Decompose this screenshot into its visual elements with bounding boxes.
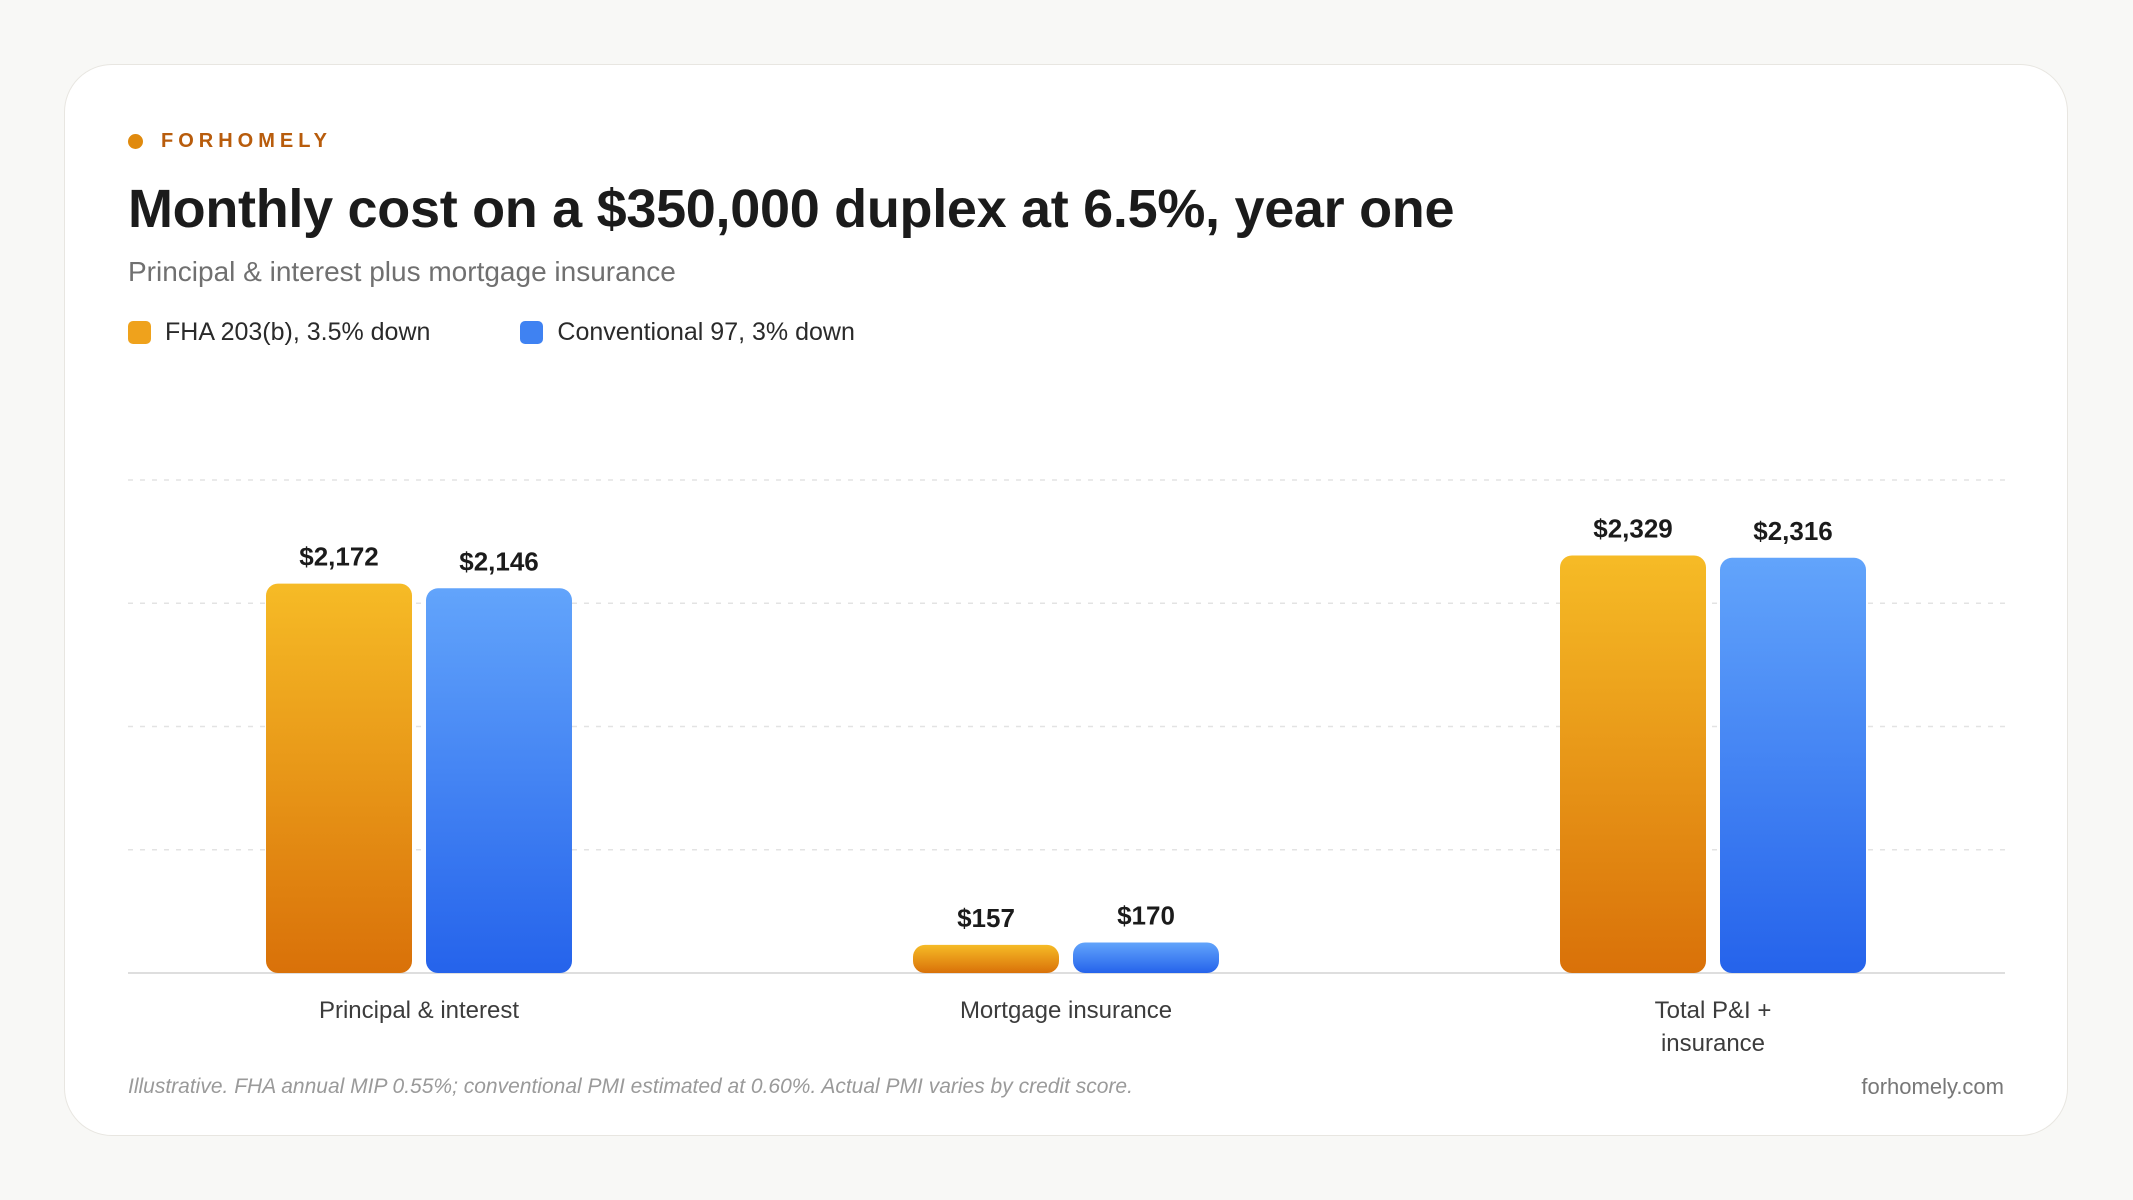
chart-title: Monthly cost on a $350,000 duplex at 6.5… [128,179,1455,239]
value-label-fha-3: $2,329 [1593,513,1673,543]
brand-dot-icon [128,133,143,149]
footnote: Illustrative. FHA annual MIP 0.55%; conv… [128,1075,1133,1098]
legend-item-fha: FHA 203(b), 3.5% down [128,318,430,347]
bar-fha-1 [266,583,412,973]
legend: FHA 203(b), 3.5% down Conventional 97, 3… [128,318,945,347]
legend-item-conventional: Conventional 97, 3% down [520,318,855,347]
category-label-3: Total P&I + insurance [1655,997,1772,1057]
value-label-fha-1: $2,172 [299,542,379,572]
value-label-fha-2: $157 [957,903,1015,933]
value-label-conventional-1: $2,146 [459,546,539,576]
value-label-conventional-3: $2,316 [1753,516,1833,546]
bar-conventional-1 [426,588,572,973]
bars [266,555,1866,973]
bar-conventional-3 [1720,557,1866,973]
bar-fha-3 [1560,555,1706,973]
chart-subtitle: Principal & interest plus mortgage insur… [128,256,676,287]
bar-conventional-2 [1073,942,1219,973]
category-label-2: Mortgage insurance [960,997,1172,1024]
brand: FORHOMELY [128,128,332,154]
legend-swatch-fha-icon [128,321,151,344]
legend-label-fha: FHA 203(b), 3.5% down [165,318,431,346]
site-link[interactable]: forhomely.com [1861,1074,2004,1099]
category-labels: Principal & interest Mortgage insurance To… [319,997,1771,1057]
legend-swatch-conventional-icon [520,321,544,344]
brand-name: FORHOMELY [161,129,332,152]
bar-fha-2 [913,944,1059,973]
legend-label-conventional: Conventional 97, 3% down [557,318,855,346]
category-label-1: Principal & interest [319,997,519,1024]
value-labels: $2,172 $2,146 $157 $170 $2,329 $2,316 [299,513,1833,932]
value-label-conventional-2: $170 [1117,901,1175,931]
